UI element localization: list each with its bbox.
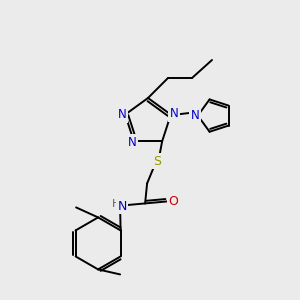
Text: N: N bbox=[128, 136, 136, 149]
Text: N: N bbox=[190, 109, 199, 122]
Text: O: O bbox=[168, 195, 178, 208]
Text: H: H bbox=[112, 200, 120, 209]
Text: N: N bbox=[117, 200, 127, 213]
Text: N: N bbox=[118, 108, 127, 121]
Text: S: S bbox=[153, 155, 161, 168]
Text: N: N bbox=[169, 107, 178, 120]
